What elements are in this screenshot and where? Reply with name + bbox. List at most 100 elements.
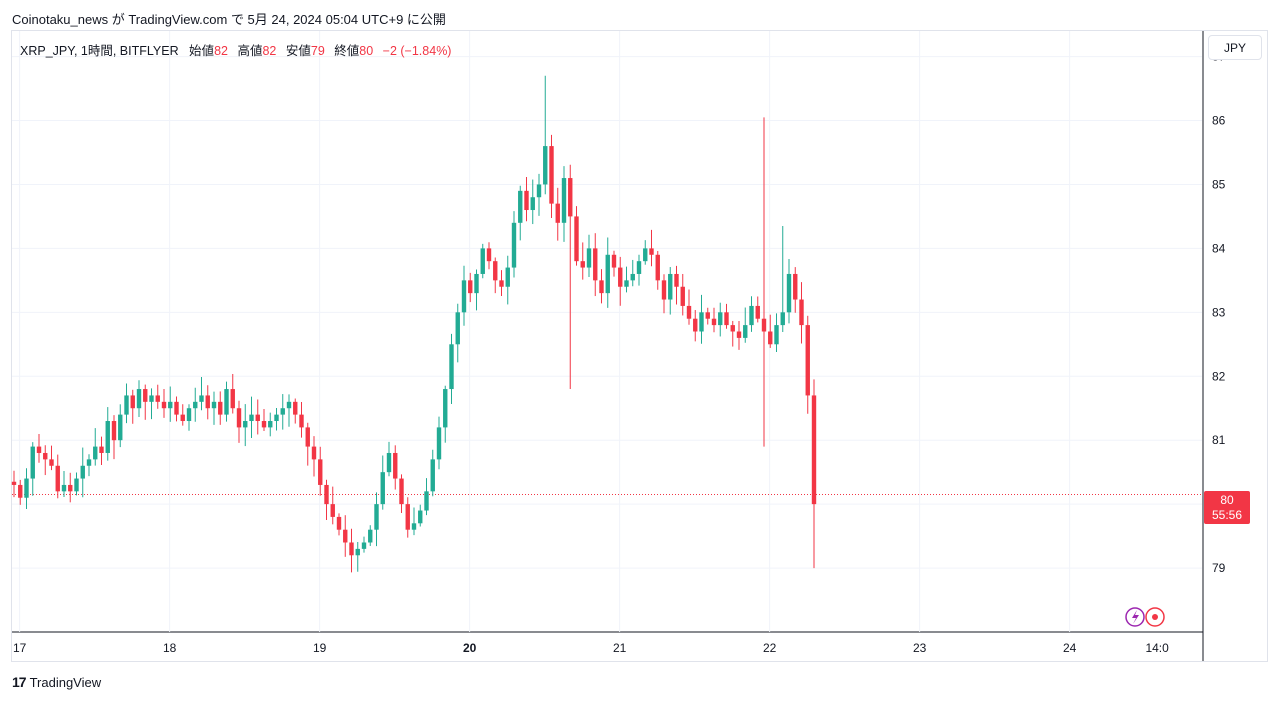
candle-body bbox=[761, 318, 767, 332]
candle-body bbox=[449, 344, 454, 390]
candle-body bbox=[586, 248, 592, 268]
candle-body bbox=[299, 414, 304, 428]
price-tick-label: 84 bbox=[1212, 241, 1226, 255]
candle-body bbox=[780, 312, 785, 326]
last-price: 80 bbox=[1220, 493, 1234, 507]
candle-body bbox=[611, 254, 617, 268]
candle-body bbox=[374, 504, 379, 530]
candle-body bbox=[543, 146, 548, 185]
change-value: −2 (−1.84%) bbox=[382, 44, 452, 58]
time-tick-label: 21 bbox=[613, 641, 627, 655]
candle-body bbox=[174, 401, 179, 415]
candle-body bbox=[99, 446, 104, 453]
publish-info: Coinotaku_news が TradingView.com で 5月 24… bbox=[12, 12, 446, 27]
chart-frame[interactable] bbox=[11, 30, 1268, 662]
candle-body bbox=[330, 504, 335, 517]
candle-body bbox=[805, 325, 810, 396]
candles bbox=[11, 75, 817, 573]
candle-body bbox=[180, 414, 185, 422]
candle-body bbox=[211, 401, 217, 409]
candle-body bbox=[193, 401, 198, 409]
candle-body bbox=[718, 312, 723, 326]
record-dot bbox=[1152, 614, 1158, 620]
candle-body bbox=[343, 529, 348, 543]
candle-body bbox=[524, 190, 529, 211]
candle-body bbox=[149, 395, 154, 402]
candle-body bbox=[168, 401, 173, 409]
candle-body bbox=[155, 395, 160, 402]
candle-body bbox=[661, 280, 667, 300]
candle-body bbox=[811, 395, 817, 505]
close-label: 終値 bbox=[334, 44, 360, 58]
candle-body bbox=[480, 248, 485, 274]
time-tick-label: 20 bbox=[463, 641, 477, 655]
candle-body bbox=[74, 478, 79, 492]
candle-body bbox=[324, 484, 329, 505]
candle-body bbox=[793, 273, 798, 300]
candle-body bbox=[593, 248, 598, 281]
candle-body bbox=[36, 446, 42, 453]
candle-body bbox=[680, 286, 685, 306]
candle-body bbox=[186, 408, 192, 422]
candle-body bbox=[430, 459, 435, 492]
candle-body bbox=[143, 389, 148, 402]
candle-body bbox=[24, 478, 29, 498]
time-tick-label: 22 bbox=[763, 641, 777, 655]
symbol-name: XRP_JPY, 1時間, BITFLYER bbox=[20, 44, 179, 58]
candle-body bbox=[136, 389, 142, 409]
candle-body bbox=[243, 421, 248, 428]
candle-body bbox=[230, 389, 235, 409]
tradingview-logo-icon: 17 bbox=[12, 674, 27, 690]
time-tick-label: 24 bbox=[1063, 641, 1077, 655]
candle-body bbox=[349, 542, 354, 556]
candle-body bbox=[380, 472, 385, 505]
candle-body bbox=[274, 414, 279, 422]
candle-body bbox=[686, 305, 692, 319]
candle-body bbox=[30, 446, 35, 479]
candle-body bbox=[268, 421, 273, 428]
candle-body bbox=[755, 305, 760, 319]
candle-body bbox=[261, 421, 267, 428]
candle-body bbox=[699, 312, 704, 332]
low-label: 安値 bbox=[285, 44, 311, 58]
price-tick-label: 79 bbox=[1212, 561, 1226, 575]
candle-body bbox=[311, 446, 317, 460]
candle-body bbox=[249, 414, 254, 422]
candle-body bbox=[730, 325, 735, 332]
candle-body bbox=[568, 178, 573, 217]
candle-body bbox=[361, 542, 367, 549]
candle-body bbox=[55, 465, 60, 492]
candle-body bbox=[768, 331, 773, 345]
currency-button[interactable]: JPY bbox=[1208, 35, 1262, 60]
candle-body bbox=[536, 184, 542, 198]
candle-body bbox=[130, 395, 135, 409]
candle-body bbox=[118, 414, 123, 441]
candle-body bbox=[386, 452, 392, 473]
candle-body bbox=[318, 459, 323, 485]
open-label: 始値 bbox=[189, 44, 215, 58]
candle-body bbox=[255, 414, 260, 422]
lightning-glyph bbox=[1132, 610, 1139, 624]
candle-body bbox=[736, 331, 742, 338]
footer-brand: TradingView bbox=[29, 674, 102, 690]
candle-body bbox=[86, 459, 92, 466]
candle-body bbox=[293, 401, 298, 415]
candle-body bbox=[418, 510, 423, 524]
candle-body bbox=[436, 427, 442, 460]
candle-body bbox=[411, 523, 417, 530]
price-tick-label: 83 bbox=[1212, 305, 1226, 319]
candle-body bbox=[336, 516, 342, 530]
candle-body bbox=[111, 421, 117, 441]
candle-body bbox=[368, 529, 373, 543]
candle-body bbox=[236, 408, 242, 428]
candle-body bbox=[393, 452, 398, 479]
candle-body bbox=[799, 299, 804, 326]
candle-body bbox=[424, 491, 429, 511]
price-tick-label: 85 bbox=[1212, 177, 1226, 191]
symbol-legend: XRP_JPY, 1時間, BITFLYER 始値82 高値82 安値79 終値… bbox=[20, 40, 451, 59]
candle-body bbox=[205, 395, 210, 409]
candle-body bbox=[599, 280, 604, 294]
time-tick-label: 18 bbox=[163, 641, 177, 655]
candle-body bbox=[105, 421, 110, 453]
